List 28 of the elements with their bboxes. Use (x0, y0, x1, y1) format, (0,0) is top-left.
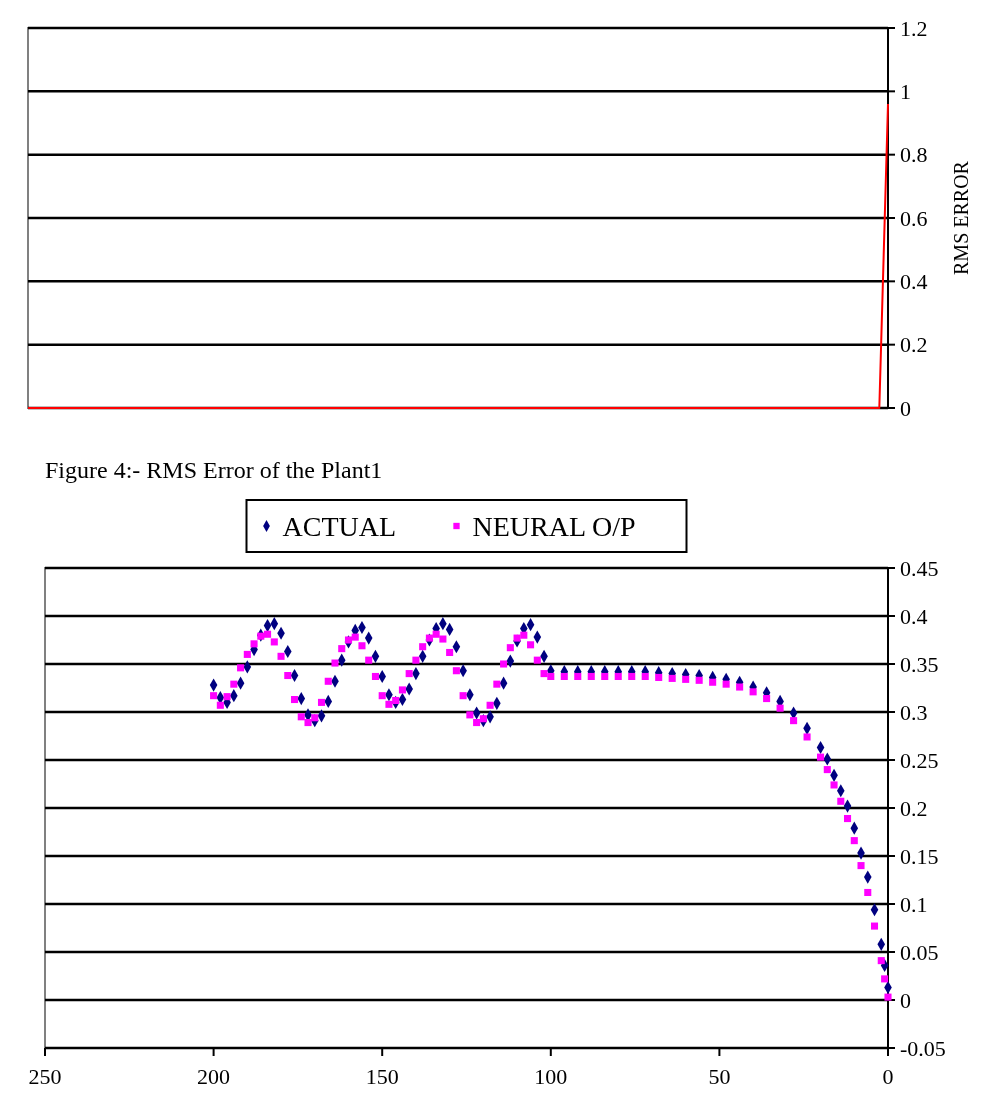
y-tick-label: 0.05 (900, 939, 939, 965)
y-tick-label: 0.4 (900, 269, 928, 295)
y-tick-label: 0.15 (900, 843, 939, 869)
legend-label: NEURAL O/P (472, 510, 636, 542)
x-tick-label: 150 (365, 1064, 399, 1089)
y-tick-label: 1 (900, 79, 911, 105)
y-tick-label: 0 (900, 987, 911, 1013)
x-tick-label: 0 (882, 1064, 894, 1089)
legend-label: ACTUAL (282, 510, 397, 542)
x-tick-label: 100 (534, 1064, 568, 1089)
y-tick-label: 0.25 (900, 747, 939, 773)
y-tick-label: 0.3 (900, 699, 928, 725)
y-tick-label: 0.6 (900, 205, 928, 231)
y-tick-label: 0.35 (900, 651, 939, 677)
y-tick-label: 0.4 (900, 603, 928, 629)
x-tick-label: 250 (28, 1064, 62, 1089)
x-tick-label: 50 (708, 1064, 731, 1089)
caption: Figure 4:- RMS Error of the Plant1 (45, 457, 383, 483)
y-tick-label: 0.2 (900, 332, 928, 358)
y-tick-label: 0.2 (900, 795, 928, 821)
y-tick-label: 0.8 (900, 142, 928, 168)
y-tick-label: 1.2 (900, 15, 928, 41)
y-tick-label: 0 (900, 395, 911, 421)
y-tick-label: -0.05 (900, 1035, 946, 1061)
y-tick-label: 0.1 (900, 891, 928, 917)
x-tick-label: 200 (197, 1064, 231, 1089)
y-axis-title: RMS ERROR (950, 160, 972, 275)
y-tick-label: 0.45 (900, 555, 939, 581)
